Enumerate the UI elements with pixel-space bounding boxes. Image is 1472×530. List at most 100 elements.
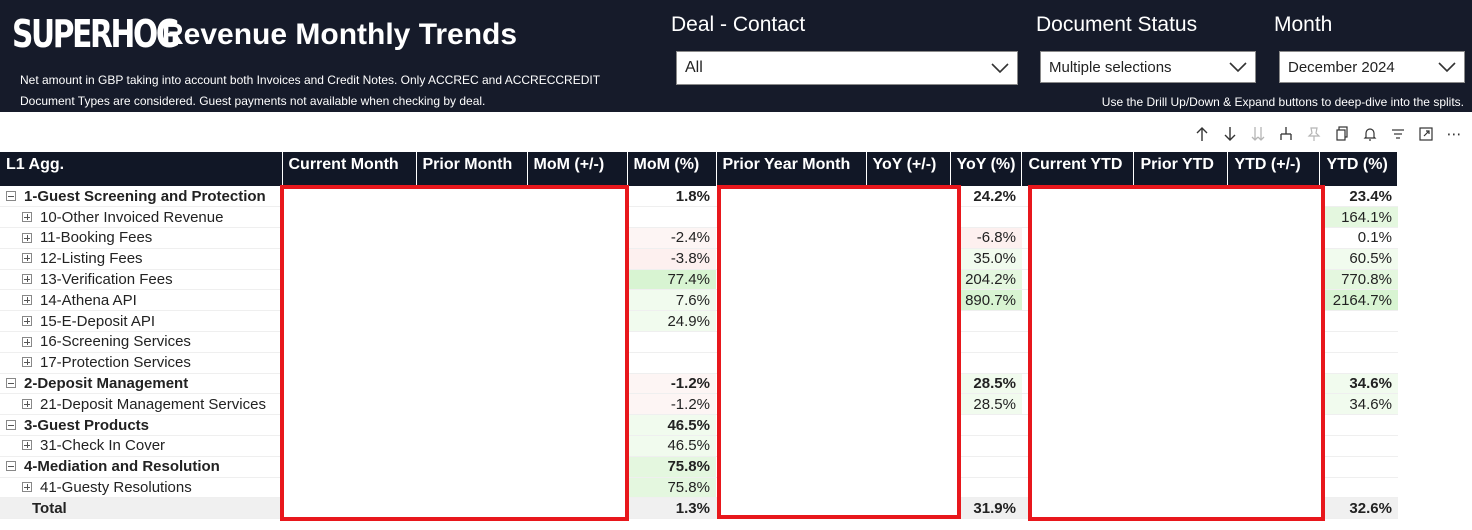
row-label: 12-Listing Fees <box>40 250 143 268</box>
row-label: 31-Check In Cover <box>40 437 166 455</box>
column-header-prior-month[interactable]: Prior Month <box>416 152 528 186</box>
collapse-icon[interactable] <box>6 461 16 472</box>
mom-pct-cell <box>627 206 716 229</box>
column-header-ytd-abs[interactable]: YTD (+/-) <box>1227 152 1321 186</box>
expand-icon[interactable] <box>22 274 32 285</box>
copy-icon[interactable] <box>1332 124 1352 144</box>
expand-next-level-icon[interactable] <box>1276 124 1296 144</box>
yoy-pct-cell <box>950 352 1022 374</box>
column-header-ytd-pct[interactable]: YTD (%) <box>1319 152 1399 186</box>
ytd-pct-cell: 60.5% <box>1319 248 1398 270</box>
yoy-pct-cell <box>950 310 1022 333</box>
row-label-cell: 3-Guest Products <box>0 414 282 437</box>
ytd-pct-cell: 23.4% <box>1319 186 1398 208</box>
row-label: 4-Mediation and Resolution <box>24 458 220 476</box>
yoy-pct-cell <box>950 456 1022 478</box>
row-label: 3-Guest Products <box>24 416 150 434</box>
total-label: Total <box>0 497 282 520</box>
document-status-label: Document Status <box>1036 13 1198 36</box>
filter-icon[interactable] <box>1388 124 1408 144</box>
row-label: 14-Athena API <box>40 291 137 309</box>
row-label: 21-Deposit Management Services <box>40 395 266 413</box>
more-options-icon[interactable]: ⋯ <box>1446 126 1462 143</box>
deal-contact-dropdown[interactable]: All <box>676 51 1018 85</box>
collapse-icon[interactable] <box>6 419 16 430</box>
row-label-cell: 14-Athena API <box>0 289 282 312</box>
document-status-value: Multiple selections <box>1049 58 1172 76</box>
month-value: December 2024 <box>1288 58 1395 76</box>
chevron-down-icon <box>1438 62 1456 73</box>
yoy-pct-cell: 24.2% <box>950 186 1022 208</box>
redaction-box-prior-year <box>717 185 961 519</box>
expand-icon[interactable] <box>22 253 32 264</box>
column-header-yoy-abs[interactable]: YoY (+/-) <box>866 152 951 186</box>
mom-pct-cell: 1.8% <box>627 186 716 208</box>
expand-icon[interactable] <box>22 211 32 222</box>
yoy-pct-cell: 890.7% <box>950 289 1022 312</box>
yoy-pct-cell: 28.5% <box>950 373 1022 395</box>
expand-icon[interactable] <box>22 315 32 326</box>
ytd-pct-cell <box>1319 310 1398 333</box>
column-header-mom-pct[interactable]: MoM (%) <box>627 152 717 186</box>
drill-down-icon[interactable] <box>1220 124 1240 144</box>
ytd-pct-cell: 2164.7% <box>1319 289 1398 312</box>
row-label-cell: 41-Guesty Resolutions <box>0 477 282 499</box>
row-label-cell: 2-Deposit Management <box>0 373 282 395</box>
mom-pct-cell: 24.9% <box>627 310 716 333</box>
row-label-cell: 17-Protection Services <box>0 352 282 374</box>
row-label-cell: 11-Booking Fees <box>0 227 282 249</box>
total-yoy-pct-cell: 31.9% <box>950 497 1022 520</box>
row-label: 10-Other Invoiced Revenue <box>40 208 224 226</box>
ytd-pct-cell <box>1319 414 1398 437</box>
mom-pct-cell: -1.2% <box>627 393 716 416</box>
yoy-pct-cell: 204.2% <box>950 269 1022 291</box>
expand-icon[interactable] <box>22 357 32 368</box>
collapse-icon[interactable] <box>6 378 16 389</box>
chevron-down-icon <box>991 63 1009 74</box>
column-header-mom-abs[interactable]: MoM (+/-) <box>527 152 628 186</box>
mom-pct-cell <box>627 331 716 353</box>
row-label: 1-Guest Screening and Protection <box>24 187 266 205</box>
row-label-cell: 13-Verification Fees <box>0 269 282 291</box>
total-ytd-pct-cell: 32.6% <box>1319 497 1398 520</box>
column-header-l1-agg[interactable]: L1 Agg. <box>0 152 283 186</box>
report-subtitle: Net amount in GBP taking into account bo… <box>20 73 600 108</box>
mom-pct-cell: 77.4% <box>627 269 716 291</box>
expand-icon[interactable] <box>22 232 32 243</box>
mom-pct-cell: -1.2% <box>627 373 716 395</box>
expand-icon[interactable] <box>22 398 32 409</box>
collapse-icon[interactable] <box>6 190 16 201</box>
column-header-prior-year-month[interactable]: Prior Year Month <box>716 152 867 186</box>
column-header-prior-ytd[interactable]: Prior YTD <box>1133 152 1229 186</box>
focus-mode-icon[interactable] <box>1416 124 1436 144</box>
expand-icon[interactable] <box>22 336 32 347</box>
table-header-row: L1 Agg. Current Month Prior Month MoM (+… <box>0 152 1399 186</box>
mom-pct-cell: -2.4% <box>627 227 716 249</box>
yoy-pct-cell: -6.8% <box>950 227 1022 249</box>
row-label-cell: 1-Guest Screening and Protection <box>0 186 282 208</box>
yoy-pct-cell <box>950 331 1022 353</box>
expand-icon[interactable] <box>22 440 32 451</box>
row-label: 15-E-Deposit API <box>40 312 156 330</box>
column-header-current-month[interactable]: Current Month <box>282 152 417 186</box>
total-mom-pct-cell: 1.3% <box>627 497 716 520</box>
expand-icon[interactable] <box>22 294 32 305</box>
drill-up-icon[interactable] <box>1192 124 1212 144</box>
month-dropdown[interactable]: December 2024 <box>1279 51 1465 83</box>
row-label-cell: 12-Listing Fees <box>0 248 282 270</box>
month-label: Month <box>1274 13 1333 36</box>
row-label: 11-Booking Fees <box>40 229 153 247</box>
yoy-pct-cell <box>950 435 1022 457</box>
expand-all-icon[interactable] <box>1248 124 1268 144</box>
ytd-pct-cell: 34.6% <box>1319 393 1398 416</box>
alert-icon[interactable] <box>1360 124 1380 144</box>
row-label: 17-Protection Services <box>40 354 191 372</box>
column-header-current-ytd[interactable]: Current YTD <box>1021 152 1135 186</box>
document-status-dropdown[interactable]: Multiple selections <box>1040 51 1256 83</box>
column-header-yoy-pct[interactable]: YoY (%) <box>950 152 1023 186</box>
row-label-cell: 4-Mediation and Resolution <box>0 456 282 478</box>
pin-icon[interactable] <box>1304 124 1324 144</box>
expand-icon[interactable] <box>22 482 32 493</box>
page-title: Revenue Monthly Trends <box>162 18 518 51</box>
report-header: SUPERHOG Revenue Monthly Trends Net amou… <box>0 0 1472 112</box>
